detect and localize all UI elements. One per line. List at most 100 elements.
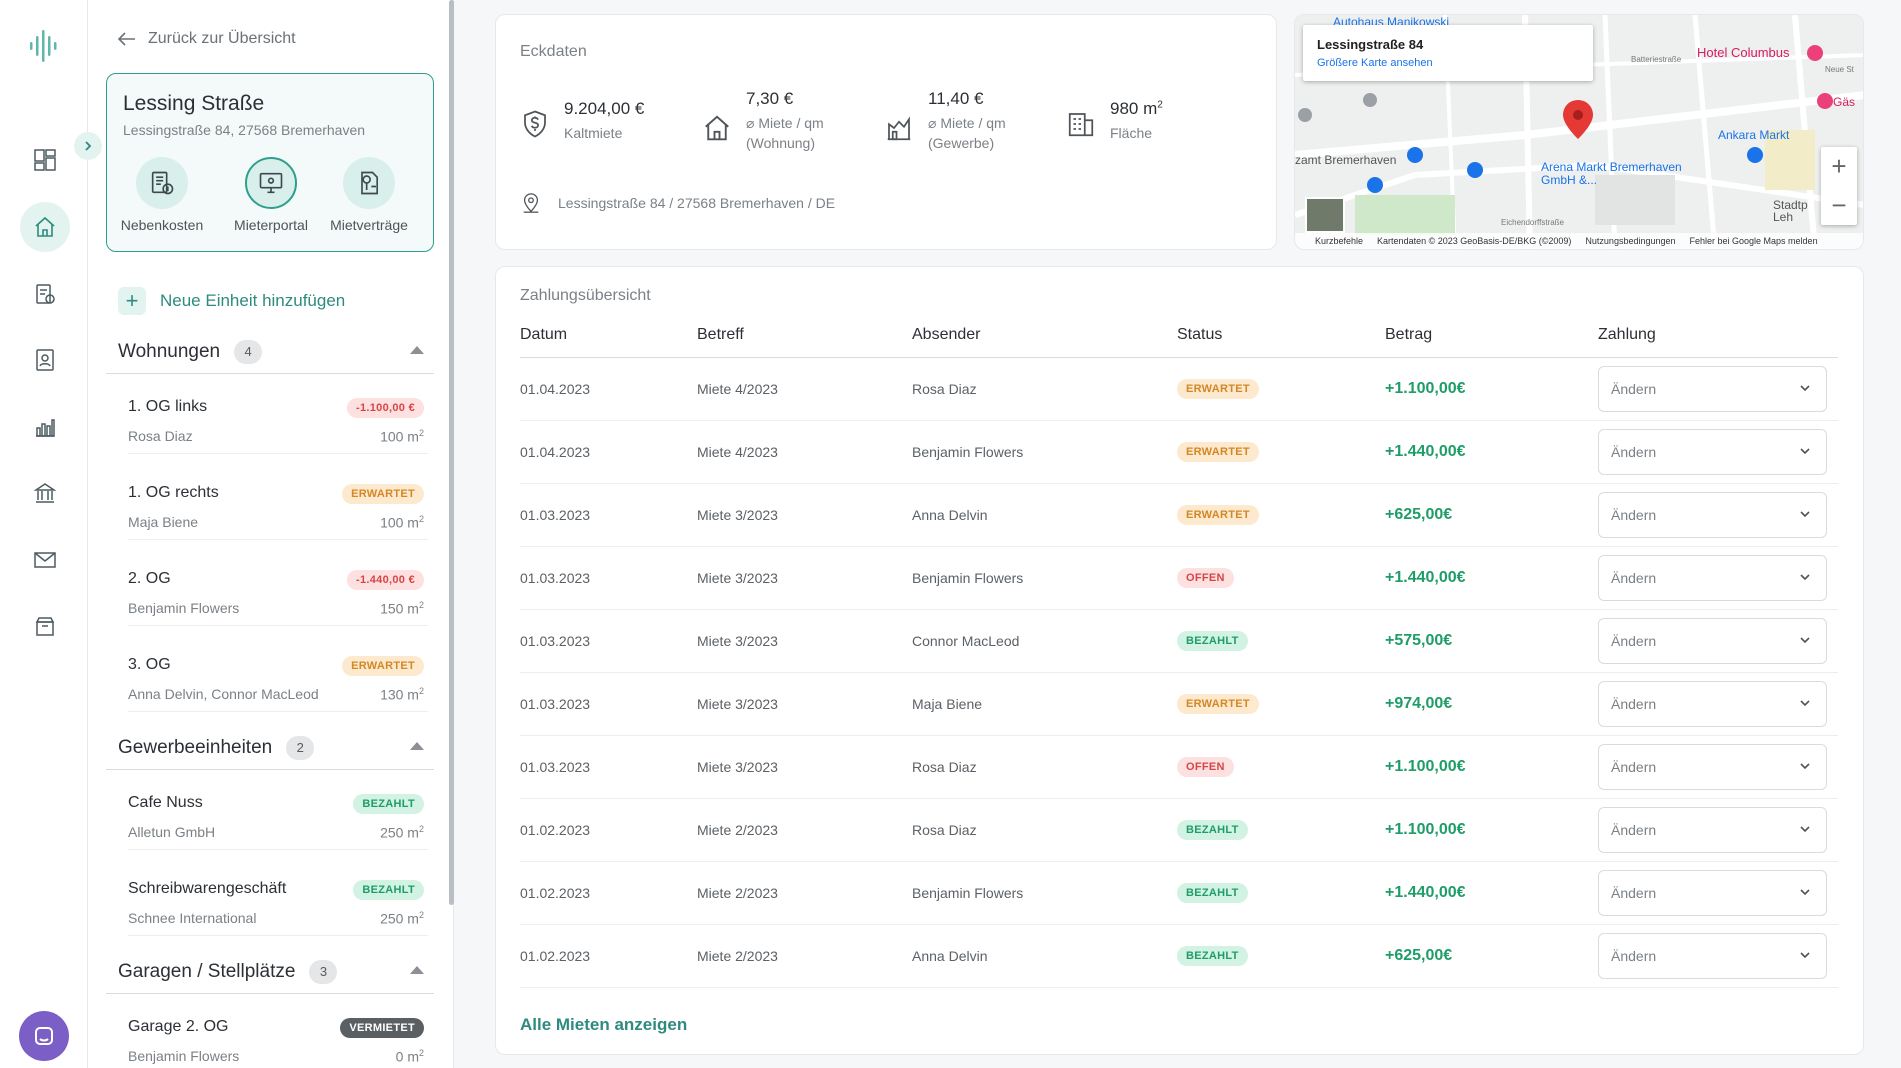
invoice-icon[interactable] — [20, 269, 70, 319]
status-badge: BEZAHLT — [1177, 630, 1248, 651]
bank-icon[interactable] — [20, 468, 70, 518]
table-row: 01.04.2023 Miete 4/2023 Benjamin Flowers… — [520, 420, 1838, 484]
mieterportal-button[interactable]: Mieterportal — [222, 157, 320, 233]
add-unit-button[interactable]: + Neue Einheit hinzufügen — [118, 287, 345, 315]
back-link[interactable]: Zurück zur Übersicht — [118, 30, 296, 48]
unit-tenant: Alletun GmbH — [128, 824, 216, 840]
status-badge: BEZAHLT — [1177, 882, 1248, 903]
column-header[interactable]: Datum — [520, 315, 697, 358]
action-cell: Ändern — [1598, 420, 1838, 484]
column-header[interactable]: Absender — [912, 315, 1177, 358]
payment-action-select[interactable]: Ändern — [1598, 680, 1827, 727]
zoom-out-button[interactable]: − — [1831, 190, 1847, 220]
chevron-down-icon — [1800, 825, 1810, 832]
payment-action-select[interactable]: Ändern — [1598, 806, 1827, 853]
unit-item[interactable]: 2. OG -1.440,00 € Benjamin Flowers 150 m… — [128, 558, 428, 626]
unit-tenant: Schnee International — [128, 910, 257, 926]
property-card[interactable]: Lessing Straße Lessingstraße 84, 27568 B… — [106, 73, 434, 252]
payment-action-select[interactable]: Ändern — [1598, 869, 1827, 916]
column-header[interactable]: Status — [1177, 315, 1385, 358]
group-title: Wohnungen — [118, 340, 221, 362]
dashboard-icon[interactable] — [20, 135, 70, 185]
show-all-rents-link[interactable]: Alle Mieten anzeigen — [520, 1015, 688, 1034]
group-count: 2 — [286, 735, 315, 760]
satellite-toggle[interactable] — [1305, 197, 1345, 233]
statistics-icon[interactable] — [20, 402, 70, 452]
amount-cell: +1.100,00€ — [1385, 357, 1598, 421]
status-badge: ERWARTET — [342, 656, 424, 676]
status-cell: ERWARTET — [1177, 420, 1385, 484]
payment-action-select[interactable]: Ändern — [1598, 743, 1827, 790]
map-label: Ankara Markt — [1718, 128, 1790, 142]
map-footer-item[interactable]: Fehler bei Google Maps melden — [1689, 236, 1818, 246]
status-badge: ERWARTET — [1177, 504, 1259, 525]
kpi-label: ⌀ Miete / qm (Wohnung) — [746, 115, 824, 151]
map-footer-item[interactable]: Kurzbefehle — [1315, 236, 1364, 246]
mail-icon[interactable] — [20, 535, 70, 585]
card-title: Zahlungsübersicht — [520, 287, 651, 304]
unit-item[interactable]: 3. OG ERWARTET Anna Delvin, Connor MacLe… — [128, 644, 428, 712]
caret-up-icon[interactable] — [410, 966, 424, 974]
group-header-wohnungen[interactable]: Wohnungen 4 — [106, 330, 434, 374]
payment-action-select[interactable]: Ändern — [1598, 491, 1827, 538]
amount-cell: +1.440,00€ — [1385, 420, 1598, 484]
unit-item[interactable]: Garage 2. OG VERMIETET Benjamin Flowers … — [128, 1006, 428, 1068]
sender-cell: Rosa Diaz — [912, 798, 1177, 862]
group-header-gewerbeeinheiten[interactable]: Gewerbeeinheiten 2 — [106, 726, 434, 770]
map-label: Batteriestraße — [1631, 55, 1682, 64]
action-label: Mietverträge — [330, 217, 408, 233]
logo-icon[interactable] — [28, 30, 62, 62]
map-card[interactable]: Autohaus Manikowski Hotel Columbus Ankar… — [1294, 14, 1864, 250]
building-icon — [1068, 113, 1094, 137]
unit-name: 1. OG links — [128, 398, 208, 415]
sender-cell: Benjamin Flowers — [912, 546, 1177, 610]
unit-item[interactable]: Cafe Nuss BEZAHLT Alletun GmbH 250 m2 — [128, 782, 428, 850]
kpi-kaltmiete: 9.204,00 € Kaltmiete — [520, 99, 644, 143]
payment-action-select[interactable]: Ändern — [1598, 428, 1827, 475]
caret-up-icon[interactable] — [410, 346, 424, 354]
caret-up-icon[interactable] — [410, 742, 424, 750]
contacts-icon[interactable] — [20, 335, 70, 385]
payment-action-select[interactable]: Ändern — [1598, 932, 1827, 979]
status-badge: BEZAHLT — [1177, 819, 1248, 840]
subject-cell: Miete 3/2023 — [697, 483, 912, 547]
group-header-garagen[interactable]: Garagen / Stellplätze 3 — [106, 950, 434, 994]
kpi-miete-wohnung: 7,30 € ⌀ Miete / qm (Wohnung) — [702, 89, 854, 153]
map-label: Stadtp Leh — [1773, 198, 1808, 224]
chevron-down-icon — [1800, 699, 1810, 706]
status-cell: BEZAHLT — [1177, 924, 1385, 988]
table-row: 01.02.2023 Miete 2/2023 Benjamin Flowers… — [520, 861, 1838, 925]
unit-item[interactable]: 1. OG links -1.100,00 € Rosa Diaz 100 m2 — [128, 386, 428, 454]
zoom-controls: + − — [1821, 147, 1857, 225]
status-badge: ERWARTET — [342, 484, 424, 504]
larger-map-link[interactable]: Größere Karte ansehen — [1317, 57, 1433, 69]
status-badge: VERMIETET — [340, 1018, 424, 1038]
mietvertraege-button[interactable]: Mietverträge — [320, 157, 418, 233]
subject-cell: Miete 2/2023 — [697, 798, 912, 862]
home-icon[interactable] — [20, 202, 70, 252]
column-header[interactable]: Betreff — [697, 315, 912, 358]
map-footer-item[interactable]: Nutzungsbedingungen — [1585, 236, 1676, 246]
zoom-in-button[interactable]: + — [1831, 151, 1847, 181]
date-cell: 01.03.2023 — [520, 672, 697, 736]
sender-cell: Rosa Diaz — [912, 735, 1177, 799]
amount-cell: +974,00€ — [1385, 672, 1598, 736]
payment-action-select[interactable]: Ändern — [1598, 617, 1827, 664]
property-address: Lessingstraße 84, 27568 Bremerhaven — [123, 122, 366, 138]
sidebar-scrollbar[interactable] — [449, 0, 454, 905]
column-header[interactable]: Betrag — [1385, 315, 1598, 358]
payment-action-select[interactable]: Ändern — [1598, 554, 1827, 601]
nebenkosten-button[interactable]: Nebenkosten — [113, 157, 211, 233]
status-badge: BEZAHLT — [353, 794, 424, 814]
unit-item[interactable]: Schreibwarengeschäft BEZAHLT Schnee Inte… — [128, 868, 428, 936]
status-badge: -1.100,00 € — [347, 398, 424, 418]
action-cell: Ändern — [1598, 861, 1838, 925]
date-cell: 01.02.2023 — [520, 798, 697, 862]
collapse-toggle[interactable] — [74, 132, 102, 160]
archive-icon[interactable] — [20, 601, 70, 651]
column-header[interactable]: Zahlung — [1598, 315, 1838, 358]
table-row: 01.03.2023 Miete 3/2023 Anna Delvin ERWA… — [520, 483, 1838, 547]
chat-button[interactable] — [19, 1011, 69, 1061]
payment-action-select[interactable]: Ändern — [1598, 365, 1827, 412]
unit-item[interactable]: 1. OG rechts ERWARTET Maja Biene 100 m2 — [128, 472, 428, 540]
